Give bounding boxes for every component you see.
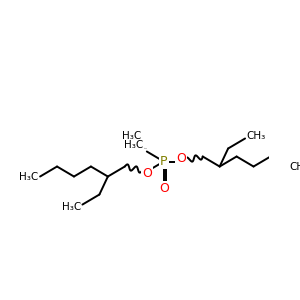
Text: H₃C: H₃C [62, 202, 81, 212]
Text: methyl: methyl [143, 148, 148, 149]
Text: CH₃: CH₃ [247, 131, 266, 141]
Text: H₃C: H₃C [124, 140, 144, 150]
Text: P: P [160, 155, 167, 168]
Text: CH₃: CH₃ [289, 161, 300, 172]
Text: H₃C: H₃C [122, 131, 141, 142]
Text: H₃C: H₃C [19, 172, 39, 182]
Text: O: O [159, 182, 169, 195]
Text: O: O [142, 167, 152, 180]
Text: O: O [176, 152, 186, 165]
